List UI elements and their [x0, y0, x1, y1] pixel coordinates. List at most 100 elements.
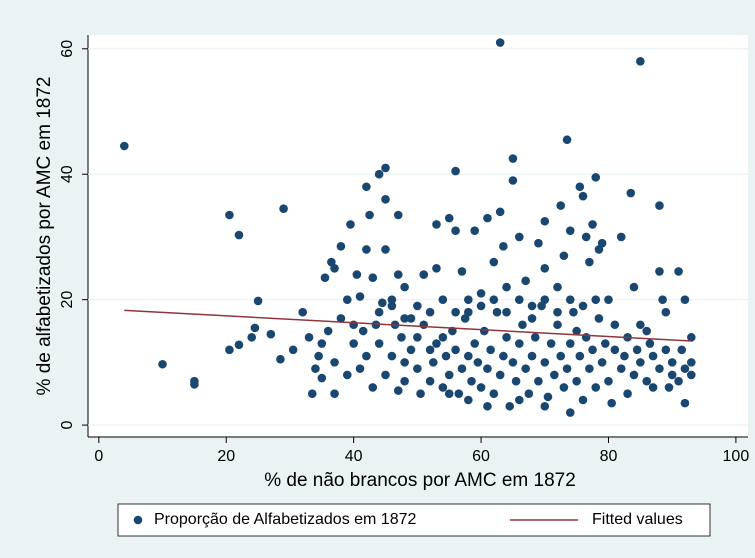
scatter-point — [508, 358, 518, 367]
scatter-point — [553, 320, 562, 330]
x-tick-label: 0 — [94, 448, 103, 465]
scatter-point — [336, 314, 346, 323]
scatter-point — [419, 320, 429, 330]
scatter-point — [626, 188, 636, 198]
scatter-point — [342, 295, 352, 304]
scatter-point — [451, 166, 460, 176]
scatter-point — [575, 351, 585, 361]
scatter-point — [346, 220, 355, 229]
scatter-point — [400, 358, 409, 367]
scatter-point — [680, 364, 690, 373]
scatter-point — [553, 282, 562, 292]
scatter-point — [629, 370, 639, 380]
scatter-point — [483, 213, 492, 223]
scatter-point — [581, 332, 591, 342]
scatter-point — [355, 292, 365, 301]
scatter-point — [565, 408, 575, 417]
scatter-point — [276, 354, 285, 364]
scatter-point — [677, 345, 687, 355]
scatter-point — [393, 210, 403, 220]
scatter-point — [604, 295, 613, 304]
legend-label: Proporção de Alfabetizados em 1872 — [154, 511, 417, 528]
scatter-point — [610, 345, 620, 355]
scatter-point — [655, 364, 664, 373]
scatter-point — [432, 339, 441, 348]
scatter-point — [365, 210, 374, 220]
scatter-point — [524, 389, 534, 399]
scatter-point — [636, 320, 645, 330]
scatter-point — [225, 345, 234, 355]
scatter-point — [266, 329, 276, 339]
scatter-point — [428, 358, 438, 367]
scatter-point — [620, 351, 629, 361]
scatter-point — [674, 376, 683, 386]
scatter-point — [664, 383, 674, 392]
scatter-point — [441, 351, 451, 361]
scatter-point — [444, 389, 454, 399]
scatter-point — [687, 370, 696, 380]
scatter-point — [323, 326, 333, 336]
scatter-point — [400, 314, 409, 323]
scatter-point — [381, 370, 390, 380]
scatter-point — [575, 182, 585, 192]
scatter-point — [432, 263, 441, 273]
scatter-point — [330, 263, 339, 273]
scatter-point — [642, 326, 652, 336]
scatter-point — [511, 376, 521, 386]
scatter-point — [604, 376, 613, 386]
scatter-point — [393, 386, 403, 395]
scatter-point — [416, 389, 425, 399]
fitted-line — [124, 309, 692, 342]
scatter-point — [234, 340, 244, 350]
scatter-point — [562, 364, 572, 373]
scatter-point — [495, 370, 505, 380]
y-tick-label: 40 — [59, 165, 76, 183]
scatter-point — [311, 364, 320, 373]
scatter-point — [330, 389, 339, 399]
scatter-point — [534, 376, 543, 386]
scatter-point — [540, 358, 550, 367]
scatter-point — [499, 351, 508, 361]
scatter-point — [594, 314, 604, 323]
scatter-point — [476, 383, 486, 392]
scatter-point — [400, 282, 409, 292]
scatter-point — [381, 195, 390, 204]
scatter-point — [661, 307, 671, 317]
legend — [117, 503, 711, 537]
scatter-point — [381, 245, 390, 254]
scatter-point — [508, 176, 518, 185]
scatter-point — [489, 257, 499, 267]
scatter-point — [667, 358, 677, 367]
scatter-point — [588, 220, 597, 229]
scatter-point — [476, 301, 486, 311]
y-tick-label: 60 — [59, 40, 76, 58]
y-axis-title: % de alfabetizados por AMC em 1872 — [34, 77, 55, 396]
scatter-point — [648, 383, 658, 392]
scatter-point — [546, 339, 556, 348]
scatter-point — [451, 307, 460, 317]
scatter-point — [495, 207, 505, 217]
scatter-point — [553, 307, 562, 317]
scatter-point — [425, 376, 435, 386]
scatter-point — [616, 364, 626, 373]
scatter-point — [454, 389, 464, 399]
scatter-point — [378, 298, 387, 308]
scatter-point — [508, 154, 518, 163]
scatter-point — [464, 395, 473, 405]
scatter-point — [425, 345, 435, 355]
scatter-point — [486, 345, 495, 355]
scatter-point — [438, 332, 448, 342]
scatter-point — [661, 345, 671, 355]
scatter-point — [158, 359, 167, 369]
scatter-point — [406, 345, 416, 355]
scatter-point — [225, 210, 234, 220]
scatter-point — [342, 370, 352, 380]
scatter-point — [247, 332, 257, 342]
scatter-point — [483, 364, 492, 373]
scatter-point — [457, 267, 467, 276]
scatter-point — [514, 395, 524, 405]
scatter-point — [540, 295, 550, 304]
scatter-point — [540, 216, 550, 226]
scatter-point — [565, 339, 575, 348]
